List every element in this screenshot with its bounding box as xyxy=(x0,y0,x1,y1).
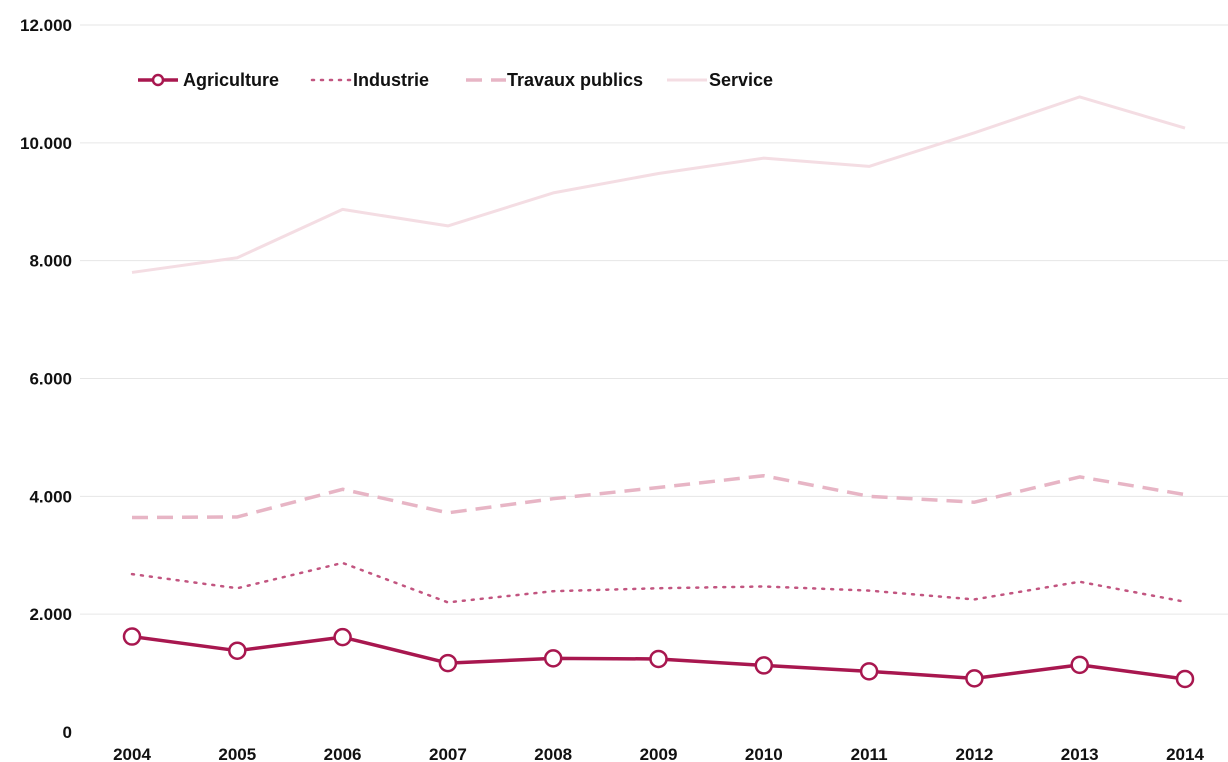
data-point xyxy=(122,627,142,646)
x-tick-label: 2010 xyxy=(745,745,783,762)
legend-label: Travaux publics xyxy=(507,70,643,90)
x-tick-label: 2012 xyxy=(955,745,993,762)
data-point xyxy=(754,656,774,675)
data-point xyxy=(649,649,668,669)
data-point xyxy=(859,662,879,681)
y-tick-label: 6.000 xyxy=(29,370,72,389)
legend-item-agriculture: Agriculture xyxy=(138,70,279,90)
series-agriculture xyxy=(122,627,1195,689)
data-point xyxy=(333,627,352,647)
x-tick-label: 2007 xyxy=(429,745,467,762)
data-point xyxy=(228,641,247,660)
data-point xyxy=(438,653,458,673)
legend-label: Industrie xyxy=(353,70,429,90)
series-line xyxy=(130,561,1187,604)
series-line xyxy=(131,473,1186,520)
data-point xyxy=(1070,655,1089,675)
data-point xyxy=(965,669,984,688)
data-point xyxy=(1175,669,1195,689)
series-lines xyxy=(122,95,1195,689)
x-tick-label: 2011 xyxy=(851,745,888,762)
x-tick-label: 2013 xyxy=(1061,745,1099,762)
x-tick-label: 2004 xyxy=(113,745,151,762)
x-tick-label: 2005 xyxy=(218,745,256,762)
y-axis-tick-labels: 0 2.000 4.000 6.000 8.000 10.000 12.000 xyxy=(20,16,72,742)
x-tick-label: 2014 xyxy=(1166,745,1204,762)
x-axis-tick-labels: 2004 2005 2006 2007 2008 2009 2010 2011 2012 2013… xyxy=(113,745,1204,762)
y-tick-label: 2.000 xyxy=(29,605,72,624)
legend-marker xyxy=(151,73,165,87)
series-service xyxy=(131,95,1186,274)
series-industrie xyxy=(130,561,1187,604)
x-tick-label: 2008 xyxy=(534,745,572,762)
gridlines xyxy=(80,24,1228,615)
y-tick-label: 12.000 xyxy=(20,16,72,35)
legend-item-industrie: Industrie xyxy=(310,70,429,90)
legend-label: Agriculture xyxy=(183,70,279,90)
x-tick-label: 2009 xyxy=(640,745,678,762)
y-tick-label: 8.000 xyxy=(29,252,72,271)
legend: Agriculture Industrie Travaux publics Servi… xyxy=(138,70,773,90)
legend-item-travaux-publics: Travaux publics xyxy=(466,70,643,90)
y-tick-label: 10.000 xyxy=(20,134,72,153)
data-point xyxy=(543,649,563,668)
x-tick-label: 2006 xyxy=(324,745,362,762)
y-tick-label: 4.000 xyxy=(29,487,72,506)
series-travaux-publics xyxy=(131,473,1186,520)
legend-item-service: Service xyxy=(667,70,773,90)
y-tick-label: 0 xyxy=(63,723,72,742)
legend-label: Service xyxy=(709,70,773,90)
series-line xyxy=(131,95,1186,274)
